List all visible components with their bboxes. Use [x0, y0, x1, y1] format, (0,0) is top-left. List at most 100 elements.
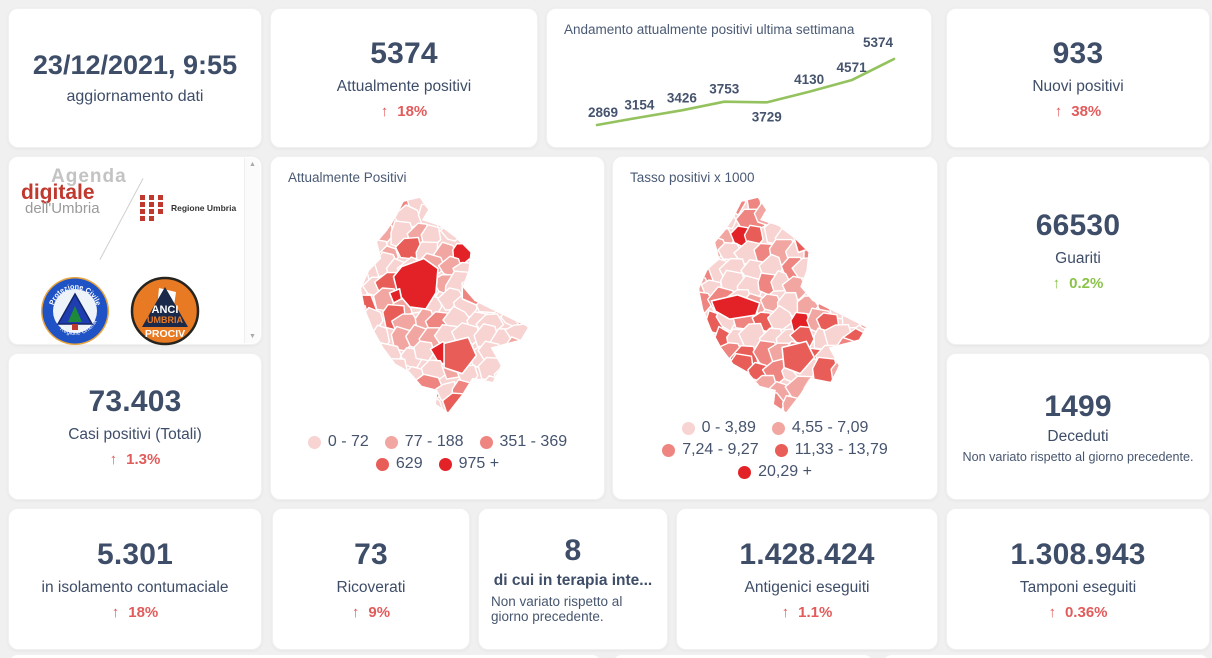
municipality-region[interactable]	[784, 207, 809, 233]
municipality-region[interactable]	[487, 225, 514, 250]
municipality-region[interactable]	[694, 223, 717, 250]
municipality-region[interactable]	[855, 341, 873, 366]
municipality-region[interactable]	[681, 286, 700, 314]
municipality-region[interactable]	[847, 259, 871, 286]
municipality-region[interactable]	[510, 220, 535, 254]
municipality-region[interactable]	[487, 203, 510, 228]
municipality-region[interactable]	[471, 254, 499, 276]
scroll-up-icon[interactable]: ▲	[249, 161, 256, 168]
municipality-region[interactable]	[385, 358, 409, 385]
municipality-region[interactable]	[681, 361, 703, 387]
municipality-region[interactable]	[812, 391, 845, 421]
municipality-region[interactable]	[838, 377, 862, 404]
municipality-region[interactable]	[852, 203, 873, 227]
municipality-region[interactable]	[478, 271, 507, 303]
municipality-region[interactable]	[345, 377, 371, 403]
municipality-region[interactable]	[347, 238, 373, 270]
municipality-region[interactable]	[681, 195, 696, 207]
municipality-region[interactable]	[494, 240, 527, 267]
municipality-region[interactable]	[681, 335, 710, 363]
municipality-region[interactable]	[812, 195, 840, 218]
municipality-region[interactable]	[514, 276, 535, 299]
municipality-region-highlight[interactable]	[461, 277, 490, 306]
municipality-region[interactable]	[343, 220, 364, 244]
municipality-region[interactable]	[492, 289, 519, 313]
municipality-region[interactable]	[766, 305, 795, 332]
municipality-region[interactable]	[353, 361, 376, 383]
municipality-region[interactable]	[840, 241, 864, 266]
municipality-region[interactable]	[793, 195, 822, 218]
municipality-region[interactable]	[343, 204, 368, 232]
municipality-region[interactable]	[516, 233, 535, 261]
municipality-region[interactable]	[343, 195, 359, 210]
municipality-region[interactable]	[829, 216, 855, 246]
municipality-region[interactable]	[685, 374, 711, 396]
municipality-region[interactable]	[391, 395, 418, 418]
municipality-region[interactable]	[501, 375, 526, 399]
municipality-region-highlight[interactable]	[710, 294, 761, 320]
municipality-region[interactable]	[681, 224, 702, 250]
municipality-region[interactable]	[700, 377, 729, 408]
municipality-region-highlight[interactable]	[392, 257, 439, 310]
municipality-region[interactable]	[811, 261, 838, 283]
municipality-region[interactable]	[361, 376, 387, 406]
municipality-region-highlight[interactable]	[793, 233, 812, 254]
logos-scrollbar[interactable]: ▲ ▼	[244, 158, 260, 343]
municipality-region[interactable]	[343, 355, 363, 380]
municipality-region[interactable]	[684, 236, 711, 263]
municipality-region[interactable]	[454, 220, 478, 244]
municipality-region[interactable]	[681, 306, 705, 328]
municipality-region[interactable]	[348, 394, 381, 420]
municipality-region-highlight[interactable]	[443, 336, 478, 375]
municipality-region[interactable]	[373, 195, 400, 215]
municipality-region[interactable]	[700, 201, 723, 229]
municipality-region[interactable]	[699, 347, 721, 366]
municipality-region[interactable]	[483, 374, 504, 397]
municipality-region[interactable]	[691, 291, 714, 314]
municipality-region[interactable]	[803, 235, 831, 260]
municipality-region[interactable]	[371, 361, 394, 386]
municipality-region[interactable]	[728, 389, 755, 415]
municipality-region[interactable]	[703, 391, 731, 418]
municipality-region[interactable]	[823, 279, 846, 301]
municipality-region[interactable]	[681, 393, 702, 417]
municipality-region[interactable]	[717, 209, 737, 230]
municipality-region[interactable]	[516, 341, 535, 364]
municipality-region[interactable]	[343, 288, 363, 314]
municipality-region[interactable]	[817, 203, 846, 228]
municipality-region[interactable]	[794, 393, 823, 421]
municipality-region[interactable]	[853, 239, 873, 267]
municipality-region[interactable]	[472, 195, 496, 213]
municipality-region[interactable]	[352, 324, 375, 350]
municipality-region[interactable]	[683, 205, 712, 234]
municipality-region[interactable]	[495, 204, 523, 229]
municipality-region[interactable]	[498, 275, 527, 299]
municipality-region[interactable]	[858, 376, 873, 402]
municipality-region[interactable]	[348, 339, 374, 362]
municipality-region[interactable]	[800, 272, 826, 296]
municipality-region[interactable]	[372, 377, 405, 403]
municipality-region[interactable]	[681, 322, 700, 348]
municipality-region[interactable]	[343, 259, 364, 289]
municipality-region[interactable]	[715, 376, 744, 404]
municipality-region[interactable]	[467, 201, 493, 229]
municipality-region[interactable]	[806, 224, 841, 249]
municipality-region[interactable]	[503, 195, 532, 211]
municipality-region[interactable]	[826, 258, 857, 284]
municipality-region[interactable]	[816, 381, 845, 406]
municipality-region[interactable]	[855, 277, 873, 300]
municipality-region[interactable]	[811, 356, 841, 388]
municipality-region[interactable]	[473, 290, 502, 314]
municipality-region[interactable]	[470, 223, 501, 253]
municipality-region[interactable]	[452, 195, 480, 212]
municipality-region[interactable]	[410, 390, 433, 417]
municipality-region[interactable]	[454, 396, 481, 421]
municipality-region[interactable]	[435, 209, 459, 229]
municipality-region[interactable]	[828, 195, 857, 216]
municipality-region[interactable]	[469, 378, 490, 400]
municipality-region[interactable]	[439, 195, 468, 209]
municipality-region[interactable]	[486, 195, 513, 213]
municipality-region[interactable]	[509, 288, 533, 312]
municipality-region[interactable]	[423, 195, 451, 214]
municipality-region[interactable]	[443, 208, 472, 230]
